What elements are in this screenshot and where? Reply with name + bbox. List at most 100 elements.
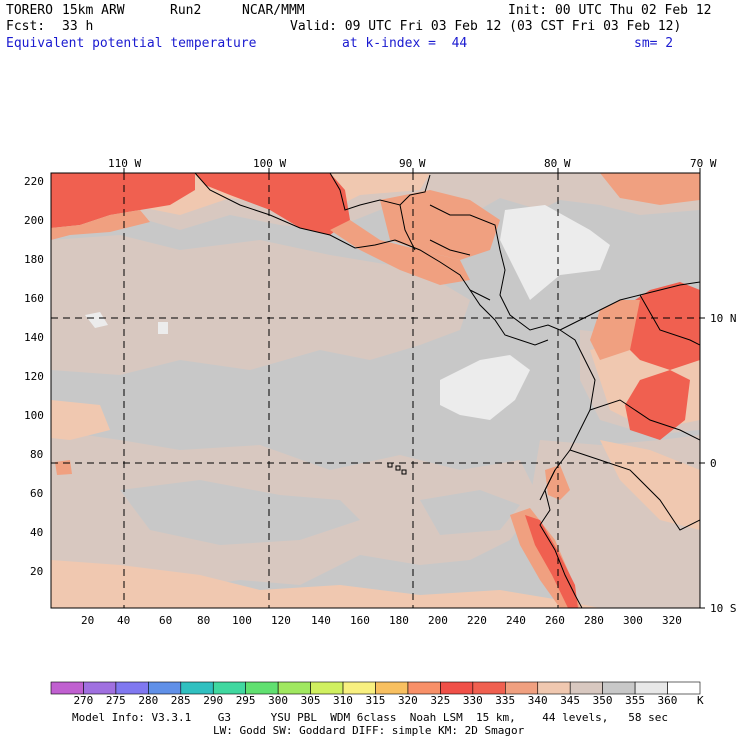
- colorbar-swatch: [83, 681, 117, 695]
- run-label: Run2: [170, 3, 202, 18]
- forecast-hour: 33 h: [62, 19, 94, 34]
- field-name: Equivalent potential temperature: [6, 36, 257, 51]
- smoothing-label: sm= 2: [634, 36, 674, 51]
- y-label: 180: [24, 253, 44, 266]
- lon-label-100w: 100 W: [253, 157, 287, 170]
- colorbar-label: 295: [235, 694, 256, 707]
- x-label: 40: [117, 614, 131, 627]
- lat-label-10n: 10 N: [710, 312, 737, 325]
- colorbar-label: 305: [300, 694, 321, 707]
- field-335-north-right: [600, 173, 700, 205]
- colorbar-label: 310: [333, 694, 353, 707]
- lon-label-110w: 110 W: [108, 157, 142, 170]
- lon-label-70w: 70 W: [690, 157, 717, 170]
- field-345-central: [51, 235, 470, 375]
- east-border: [639, 294, 700, 346]
- x-label: 220: [467, 614, 487, 627]
- colorbar-label: 360: [657, 694, 678, 707]
- physics-info: LW: Godd SW: Goddard DIFF: simple KM: 2D…: [213, 724, 525, 737]
- field-355-gulf: [440, 355, 530, 420]
- x-label: 300: [623, 614, 643, 627]
- colorbar-swatch: [342, 681, 376, 695]
- x-label: 180: [389, 614, 409, 627]
- field-335-central-am: [380, 190, 500, 260]
- colorbar-label: 300: [268, 694, 289, 707]
- colorbar-label: 285: [170, 694, 191, 707]
- colorbar-label: 320: [397, 694, 418, 707]
- caribbean-coast-sa: [559, 281, 700, 331]
- x-label: 160: [350, 614, 370, 627]
- colorbar-swatch: [245, 681, 279, 695]
- colorbar-swatch: [310, 681, 344, 695]
- init-time: Init: 00 UTC Thu 02 Feb 12: [508, 3, 712, 18]
- field-330-venezuela: [620, 282, 700, 370]
- x-label: 200: [428, 614, 448, 627]
- colorbar-swatch: [634, 681, 668, 695]
- field-350-south-pocket: [120, 480, 360, 545]
- center-label: NCAR/MMM: [242, 3, 305, 18]
- colorbar-label: 315: [365, 694, 386, 707]
- y-label: 120: [24, 370, 44, 383]
- colorbar-label: 270: [73, 694, 94, 707]
- colorbar-label: 350: [592, 694, 613, 707]
- y-label: 100: [24, 409, 44, 422]
- field-355-small-2: [158, 322, 168, 334]
- x-label: 240: [506, 614, 526, 627]
- x-label: 260: [545, 614, 565, 627]
- central-am-border-1: [399, 204, 416, 251]
- y-label: 160: [24, 292, 44, 305]
- field-330-colombia: [625, 370, 690, 440]
- y-label: 20: [30, 565, 44, 578]
- colorbar-swatch: [537, 681, 571, 695]
- central-america-pacific: [394, 239, 549, 346]
- y-label: 60: [30, 487, 44, 500]
- colorbar-swatch: [407, 681, 441, 695]
- colorbar-swatch: [569, 681, 603, 695]
- field-355-caribbean: [500, 205, 610, 300]
- colorbar-swatch: [440, 681, 474, 695]
- x-label: 320: [662, 614, 682, 627]
- central-am-border-2: [429, 239, 471, 256]
- field-330-mexico: [195, 173, 350, 235]
- mexico-coast: [194, 173, 396, 249]
- field-340-bottom: [51, 560, 600, 608]
- lat-label-10s: 10 S: [710, 602, 737, 615]
- lon-label-90w: 90 W: [399, 157, 426, 170]
- inland-border-3: [539, 469, 556, 501]
- x-label: 100: [232, 614, 252, 627]
- y-label: 220: [24, 175, 44, 188]
- lat-label-0: 0: [710, 457, 717, 470]
- field-330-nw: [51, 173, 195, 228]
- colorbar-label: 340: [527, 694, 548, 707]
- colorbar-swatch: [472, 681, 506, 695]
- field-355-small-1: [85, 312, 108, 328]
- galapagos: [387, 462, 407, 475]
- colorbar-swatch: [115, 681, 149, 695]
- field-330-peru-coast: [525, 515, 578, 608]
- colorbar-swatch: [277, 681, 311, 695]
- graticule: [51, 173, 700, 608]
- model-name: TORERO: [6, 3, 53, 18]
- colorbar-swatch: [375, 681, 409, 695]
- map-field: [51, 173, 700, 608]
- colorbar-label: 345: [560, 694, 581, 707]
- central-am-border-3: [469, 289, 491, 301]
- lon-label-80w: 80 W: [544, 157, 571, 170]
- x-label: 280: [584, 614, 604, 627]
- colorbar-swatch: [667, 681, 701, 695]
- frame-ticks: [123, 168, 705, 609]
- level-label: at k-index = 44: [342, 36, 468, 51]
- colorbar-label: 325: [430, 694, 451, 707]
- map-frame: [50, 172, 701, 609]
- x-label: 140: [311, 614, 331, 627]
- field-335-venezuela-edge: [590, 300, 640, 360]
- colorbar-swatch: [602, 681, 636, 695]
- colorbar-label: 330: [462, 694, 483, 707]
- yucatan-coast: [329, 173, 431, 211]
- field-335-ecuador: [545, 465, 570, 500]
- central-america-caribbean: [429, 204, 561, 331]
- y-label: 40: [30, 526, 44, 539]
- y-label: 140: [24, 331, 44, 344]
- x-label: 20: [81, 614, 95, 627]
